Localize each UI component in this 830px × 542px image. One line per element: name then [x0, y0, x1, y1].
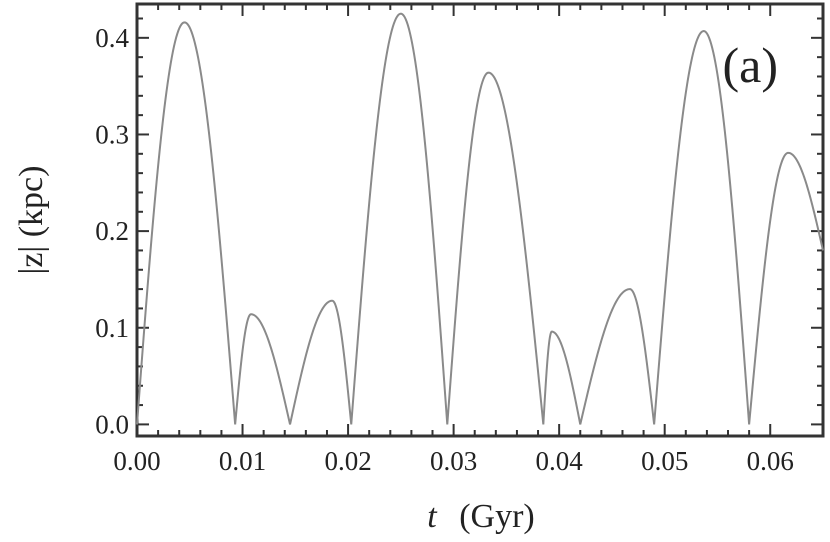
plot-frame [135, 2, 825, 438]
x-axis-ticks: 0.00 0.01 0.02 0.03 0.04 0.05 0.06 [113, 4, 794, 476]
x-axis-unit: (Gyr) [459, 498, 535, 535]
y-axis-label: |z| (kpc) [13, 166, 50, 275]
y-tick-label: 0.0 [95, 409, 129, 439]
x-tick-label: 0.02 [324, 446, 371, 476]
x-tick-label: 0.06 [747, 446, 794, 476]
x-tick-label: 0.05 [641, 446, 688, 476]
x-axis-label: t (Gyr) [427, 498, 534, 535]
x-tick-label: 0.04 [536, 446, 584, 476]
y-tick-label: 0.3 [95, 119, 129, 149]
series-line [136, 12, 824, 425]
x-tick-label: 0.00 [113, 446, 160, 476]
x-tick-label: 0.01 [219, 446, 266, 476]
y-tick-label: 0.4 [95, 23, 129, 53]
x-tick-label: 0.03 [430, 446, 477, 476]
panel-label: (a) [723, 37, 779, 93]
y-tick-label: 0.2 [95, 216, 129, 246]
y-axis-ticks: 0.0 0.1 0.2 0.3 0.4 [95, 17, 823, 439]
x-axis-variable: t [427, 498, 438, 535]
y-tick-label: 0.1 [95, 313, 129, 343]
